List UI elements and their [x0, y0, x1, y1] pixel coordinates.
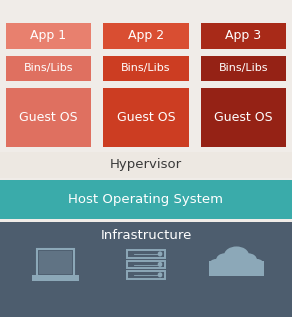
Bar [6, 88, 91, 147]
Bar [201, 23, 286, 49]
Ellipse shape [250, 259, 264, 270]
Ellipse shape [239, 253, 257, 267]
Text: Guest OS: Guest OS [19, 111, 78, 124]
Bar [0, 180, 292, 219]
Text: Guest OS: Guest OS [214, 111, 272, 124]
Circle shape [158, 251, 162, 256]
Text: Infrastructure: Infrastructure [100, 229, 192, 242]
Bar [36, 249, 74, 276]
Bar [103, 23, 189, 49]
Bar [0, 152, 292, 178]
Text: Guest OS: Guest OS [117, 111, 175, 124]
Bar [209, 261, 264, 276]
Bar [127, 250, 165, 258]
Text: App 2: App 2 [128, 29, 164, 42]
Text: Hypervisor: Hypervisor [110, 158, 182, 171]
Bar [127, 271, 165, 279]
Bar [39, 251, 72, 274]
Ellipse shape [224, 247, 249, 264]
Text: Bins/Libs: Bins/Libs [218, 63, 268, 74]
Text: App 3: App 3 [225, 29, 261, 42]
Ellipse shape [209, 259, 223, 270]
Bar [127, 261, 165, 268]
Ellipse shape [216, 253, 234, 267]
Bar [6, 23, 91, 49]
Text: App 1: App 1 [30, 29, 67, 42]
Text: Bins/Libs: Bins/Libs [121, 63, 171, 74]
Circle shape [158, 272, 162, 277]
Bar [0, 222, 292, 317]
Bar [32, 275, 79, 281]
Text: Bins/Libs: Bins/Libs [24, 63, 73, 74]
Circle shape [158, 262, 162, 267]
Bar [201, 56, 286, 81]
Bar [103, 56, 189, 81]
Bar [201, 88, 286, 147]
Text: Host Operating System: Host Operating System [69, 193, 223, 206]
Bar [103, 88, 189, 147]
Bar [6, 56, 91, 81]
